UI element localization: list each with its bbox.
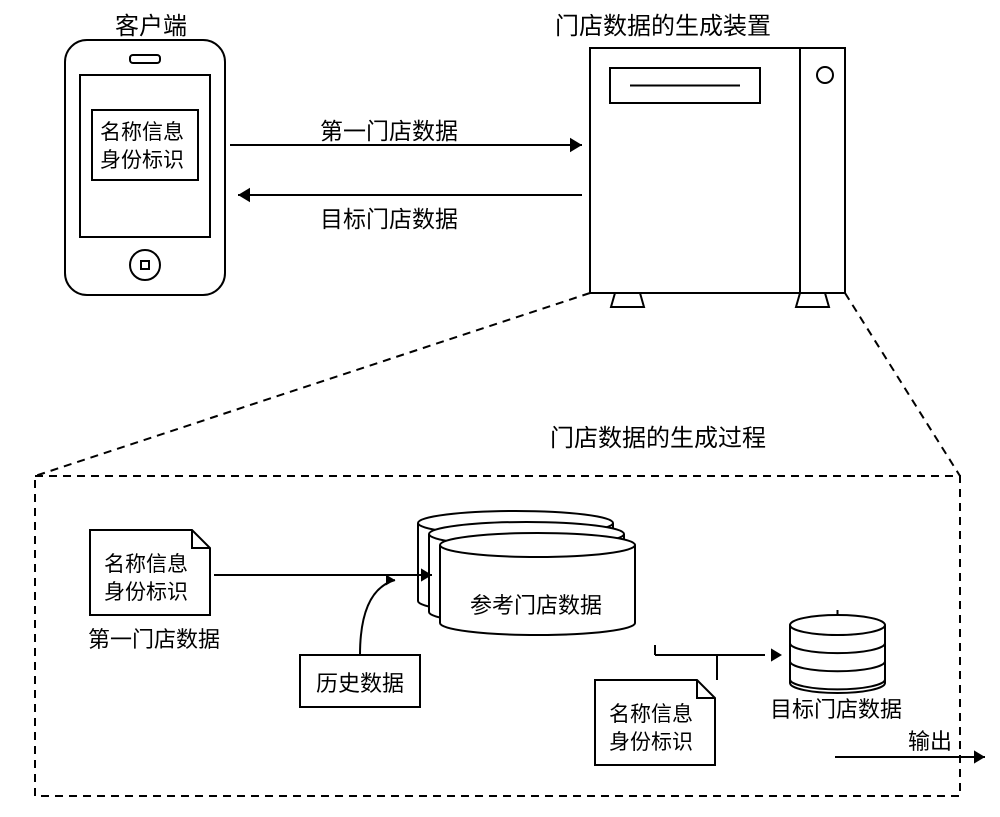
targetdata-label: 目标门店数据 — [770, 692, 902, 724]
arrow-top-label: 第一门店数据 — [320, 112, 458, 146]
client-label: 客户端 — [115, 6, 187, 41]
server-label: 门店数据的生成装置 — [555, 6, 771, 41]
doc2-line2: 身份标识 — [609, 726, 693, 756]
doc2-line1: 名称信息 — [609, 698, 693, 728]
process-label: 门店数据的生成过程 — [550, 418, 766, 453]
phone-line2: 身份标识 — [100, 144, 184, 174]
arrow-bottom-label: 目标门店数据 — [320, 200, 458, 234]
output-label: 输出 — [908, 724, 952, 756]
doc1-line1: 名称信息 — [104, 548, 188, 578]
phone-line1: 名称信息 — [100, 116, 184, 146]
history-label: 历史数据 — [316, 666, 404, 698]
refdata-label: 参考门店数据 — [470, 588, 602, 620]
doc1-caption: 第一门店数据 — [88, 622, 220, 654]
doc1-line2: 身份标识 — [104, 576, 188, 606]
